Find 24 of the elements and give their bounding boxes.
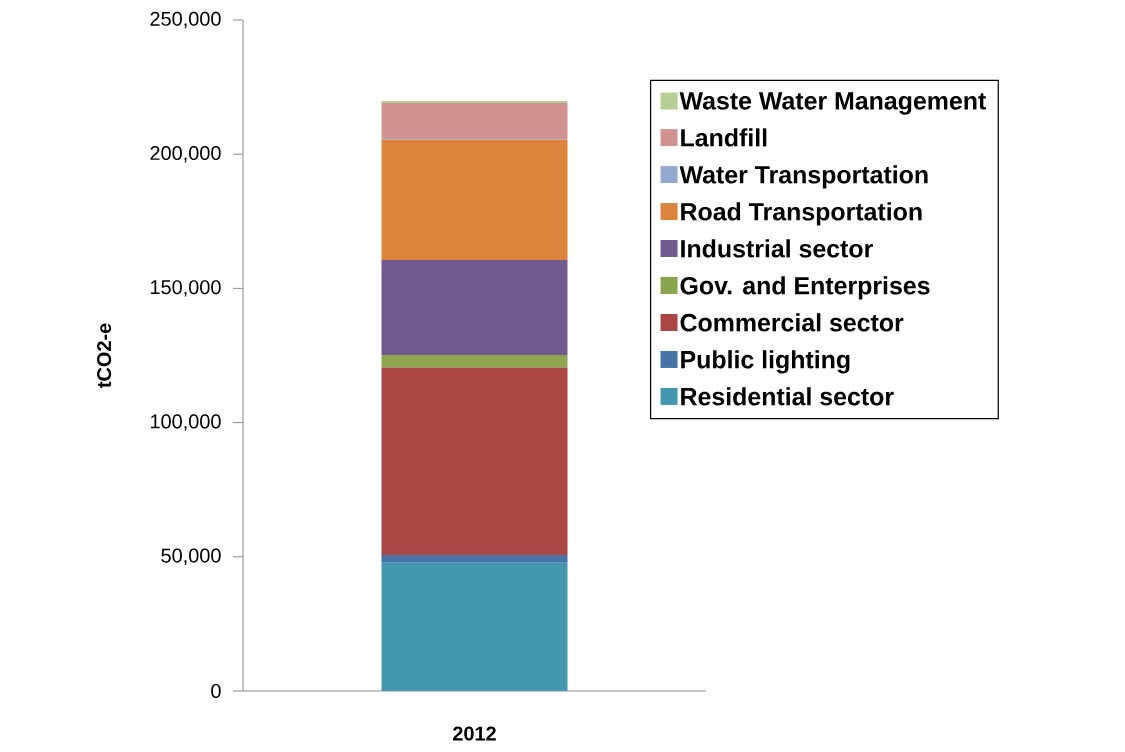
legend-label: Water Transportation — [679, 165, 928, 189]
legend-label: Residential sector — [681, 387, 894, 406]
legend-label: Commercial sector — [680, 313, 904, 332]
y-tick-label: 50,000 — [161, 548, 221, 566]
bar — [381, 259, 568, 355]
bar — [381, 367, 568, 555]
y-tick-label: 0 — [211, 683, 221, 699]
y-tick-label: 200,000 — [150, 145, 221, 163]
legend-label: Public lighting — [681, 350, 850, 374]
y-tick-label: 250,000 — [150, 11, 221, 29]
bar — [381, 139, 568, 260]
legend-label: Waste Water Management — [679, 92, 986, 115]
legend-label: Road Transportation — [681, 202, 922, 226]
bar — [381, 354, 568, 368]
legend-label: Gov. and Enterprises — [680, 276, 930, 300]
bar — [381, 562, 568, 691]
y-tick-label: 100,000 — [150, 414, 221, 431]
bar — [381, 554, 568, 563]
x-tick-label: 2012 — [453, 726, 496, 741]
legend-label: Industrial sector — [681, 239, 873, 258]
legend-label: Landfill — [681, 128, 767, 147]
bar — [381, 102, 568, 139]
y-axis-title: tCO2-e — [97, 323, 112, 388]
y-tick-label: 150,000 — [150, 280, 221, 297]
